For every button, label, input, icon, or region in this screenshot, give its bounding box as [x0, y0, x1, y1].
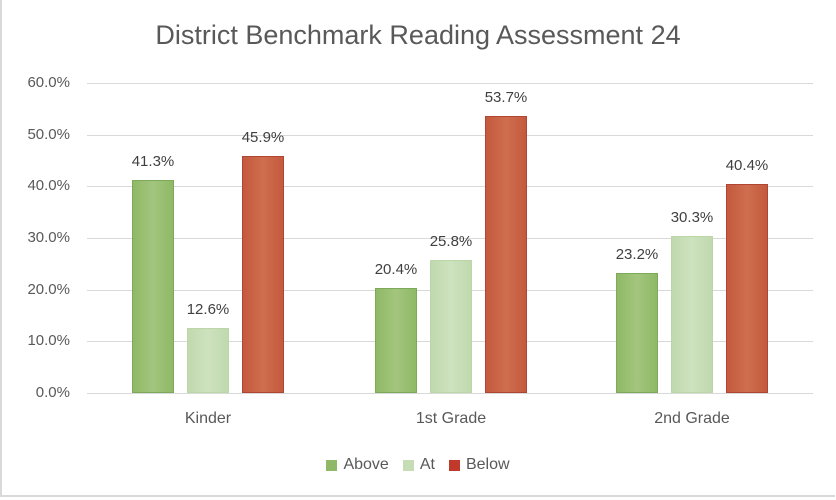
y-tick-label: 30.0%: [27, 229, 70, 246]
bar-above-kinder[interactable]: [132, 179, 174, 393]
legend-swatch-at: [402, 459, 414, 471]
y-tick-label: 60.0%: [27, 74, 70, 91]
x-tick-label: 2nd Grade: [654, 410, 730, 427]
x-tick-label: Kinder: [184, 410, 232, 427]
bar-at-1st-grade[interactable]: [430, 259, 472, 393]
data-label: 20.4%: [374, 260, 418, 278]
legend-item-above[interactable]: Above: [326, 456, 389, 474]
legend-item-below[interactable]: Below: [448, 456, 510, 474]
legend-label-at: At: [419, 456, 435, 473]
data-label: 40.4%: [725, 157, 769, 175]
data-label: 41.3%: [131, 152, 175, 170]
gridline: [87, 83, 813, 84]
legend-swatch-above: [326, 459, 338, 471]
y-tick-label: 40.0%: [27, 177, 70, 195]
bar-below-2nd-grade[interactable]: [726, 184, 768, 393]
legend: Above At Below: [0, 456, 836, 474]
data-label: 25.8%: [429, 232, 473, 250]
bar-below-kinder[interactable]: [242, 155, 284, 393]
data-label: 12.6%: [186, 300, 230, 318]
gridline: [87, 186, 813, 188]
y-tick-label: 10.0%: [27, 332, 70, 350]
bar-at-kinder[interactable]: [187, 327, 229, 393]
gridline: [87, 134, 813, 136]
data-label: 30.3%: [670, 209, 714, 227]
plot-area: 41.3% 12.6% 45.9% 20.4% 25.8% 53.7% 23.2% 30.3%…: [87, 83, 813, 394]
data-label: 53.7%: [484, 88, 528, 106]
chart-title: District Benchmark Reading Assessment 24: [155, 20, 681, 50]
bar-above-1st-grade[interactable]: [375, 287, 417, 393]
legend-label-above: Above: [343, 456, 389, 473]
bar-below-1st-grade[interactable]: [485, 115, 527, 393]
data-label: 23.2%: [615, 246, 659, 264]
gridline: [87, 238, 813, 239]
data-label: 45.9%: [241, 128, 285, 146]
y-tick-label: 50.0%: [27, 125, 70, 143]
x-tick-label: 1st Grade: [415, 410, 487, 427]
legend-swatch-below: [448, 459, 460, 471]
legend-label-below: Below: [465, 456, 510, 473]
bar-above-2nd-grade[interactable]: [616, 273, 658, 393]
legend-item-at[interactable]: At: [402, 456, 435, 474]
gridline: [87, 393, 813, 394]
bar-at-2nd-grade[interactable]: [671, 236, 713, 393]
y-tick-label: 20.0%: [27, 280, 70, 298]
y-tick-label: 0.0%: [35, 384, 70, 401]
